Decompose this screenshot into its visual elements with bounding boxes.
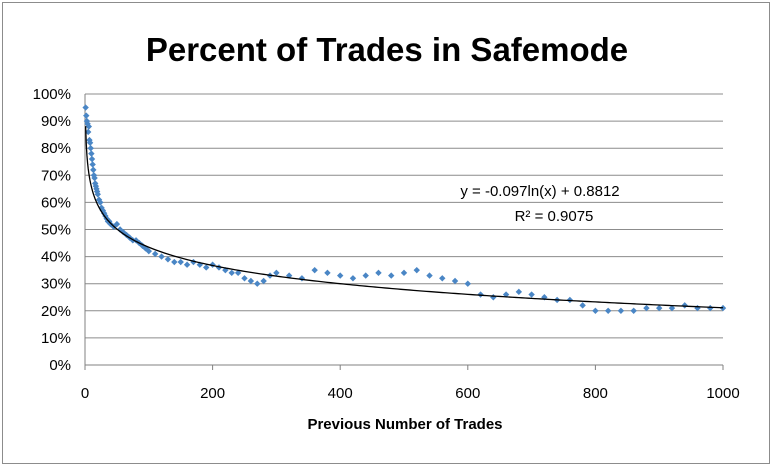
data-point [707,304,714,312]
data-point [132,237,140,244]
data-point [84,128,92,136]
data-point [89,161,96,168]
data-point [151,250,159,258]
data-point [87,145,94,152]
y-tick-label: 0% [49,357,71,374]
data-point [617,307,625,314]
y-tick-label: 30% [41,276,71,293]
data-point [254,280,261,287]
y-tick-label: 40% [41,249,71,266]
data-point [477,291,484,298]
data-point [99,207,107,214]
trendline [84,126,724,309]
data-point [83,112,90,119]
data-point [349,275,357,282]
trendline-equation: y = -0.097ln(x) + 0.8812 [460,183,619,200]
x-tick-label: 200 [200,385,225,402]
y-tick-labels: 0% 10% 20% 30% 40% 50% 60% 70% 80% 90% 100% [33,86,71,374]
data-point [97,199,104,206]
data-point [579,302,586,309]
data-point [145,247,152,255]
data-point [439,275,446,282]
y-tick-label: 100% [33,86,71,103]
data-point [528,291,535,298]
y-tick-label: 70% [41,167,71,184]
data-point [164,256,172,263]
data-point [95,196,103,203]
data-point [177,258,184,266]
data-points [82,104,727,314]
data-point [400,269,408,277]
y-tick-label: 10% [41,330,71,347]
data-point [82,104,89,111]
data-point [362,272,369,279]
data-point [451,277,459,285]
data-point [88,155,96,163]
data-point [93,188,101,195]
data-point [656,304,663,312]
data-point [630,307,637,314]
data-point [490,294,497,301]
x-tick-label: 0 [81,385,89,402]
data-point [311,266,318,274]
y-tick-label: 50% [41,222,71,239]
data-point [91,174,98,182]
data-point [203,264,210,271]
data-point [90,166,97,174]
x-tick-labels: 0 200 400 600 800 1000 [81,365,740,402]
data-point [158,253,165,260]
data-point [94,191,101,198]
data-point [83,117,91,125]
x-axis-label: Previous Number of Trades [307,416,502,433]
data-point [196,261,204,268]
x-tick-label: 800 [583,385,608,402]
data-point [643,304,650,312]
data-point [604,307,612,314]
data-point [681,302,688,309]
data-point [88,150,95,157]
data-point [719,304,727,312]
y-tick-label: 80% [41,140,71,157]
data-point [592,307,599,314]
data-point [113,220,121,228]
data-point [234,269,242,277]
data-point [388,272,395,279]
x-tick-label: 600 [455,385,480,402]
y-tick-label: 60% [41,194,71,211]
data-point [247,277,255,285]
data-point [298,275,306,282]
y-tick-label: 20% [41,303,71,320]
data-point [668,304,676,312]
data-point [241,275,248,282]
data-point [86,139,94,146]
y-tick-label: 90% [41,113,71,130]
chart-frame: Percent of Trades in Safemode 0% 10% 20% 30… [2,2,770,464]
data-point [84,120,91,128]
data-point [464,280,471,287]
chart-title: Percent of Trades in Safemode [146,31,628,68]
data-point [273,269,280,277]
data-point [375,269,382,277]
data-point [171,258,178,266]
data-point [426,272,433,279]
data-point [116,226,124,233]
x-tick-label: 400 [328,385,353,402]
data-point [337,272,344,279]
data-point [515,288,523,296]
data-point [260,277,267,285]
data-point [183,261,191,268]
data-point [228,269,235,277]
gridlines [84,93,723,366]
x-tick-label: 1000 [706,385,739,402]
data-point [324,269,331,277]
data-point [413,266,420,274]
chart-canvas: Percent of Trades in Safemode 0% 10% 20% 30… [33,31,740,433]
data-point [85,123,93,130]
trendline-r-squared: R² = 0.9075 [515,208,594,225]
